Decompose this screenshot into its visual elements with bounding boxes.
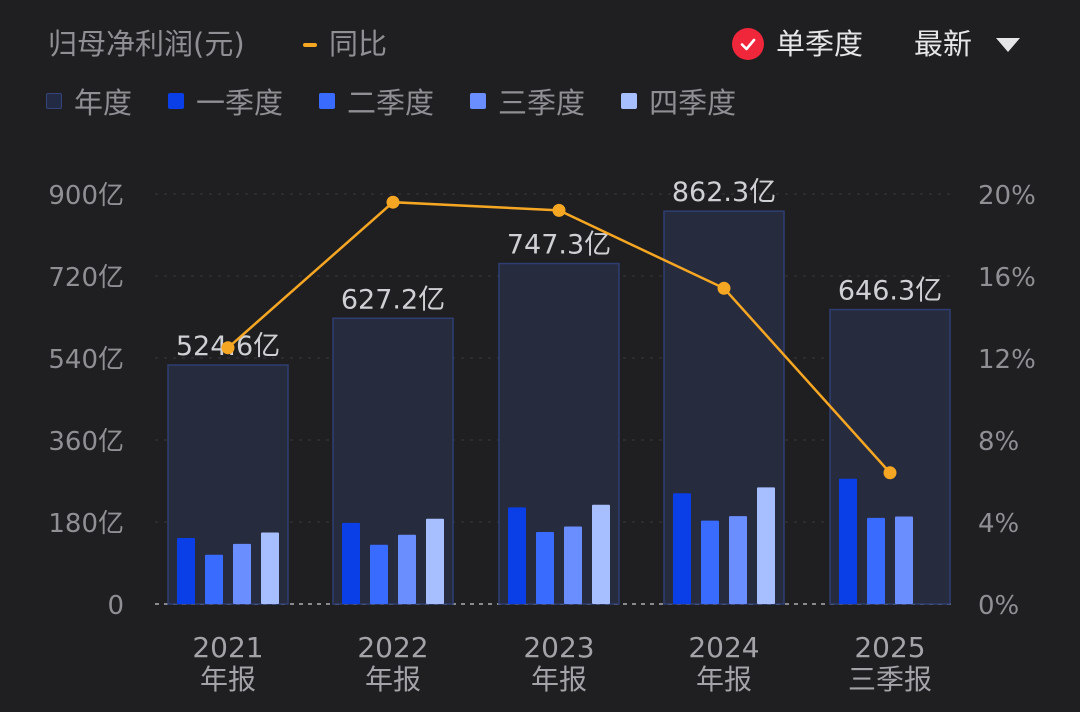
y-tick-right: 12% xyxy=(978,345,1036,375)
quarter-bar xyxy=(398,534,416,604)
annual-value-label: 747.3亿 xyxy=(507,230,611,261)
legend-item-q3[interactable]: 三季度 xyxy=(470,80,585,122)
legend-swatch-q2 xyxy=(319,93,336,109)
legend-item-q2[interactable]: 二季度 xyxy=(319,80,434,122)
y-tick-left: 540亿 xyxy=(48,345,124,375)
chart-title: 归母净利润(元) xyxy=(48,27,245,61)
y-tick-right: 8% xyxy=(978,427,1019,457)
annual-value-label: 627.2亿 xyxy=(341,284,445,315)
yoy-point xyxy=(386,195,400,209)
yoy-line-icon xyxy=(303,42,317,47)
y-tick-right: 20% xyxy=(978,181,1036,211)
yoy-legend[interactable]: 同比 xyxy=(303,30,387,59)
legend-label-q4: 四季度 xyxy=(649,86,737,120)
quarter-bar xyxy=(233,543,251,604)
yoy-point xyxy=(552,203,566,217)
yoy-legend-label: 同比 xyxy=(329,27,388,61)
quarter-bar xyxy=(757,487,775,604)
single-quarter-toggle[interactable]: 单季度 xyxy=(732,28,863,60)
quarter-bar xyxy=(729,516,747,604)
legend-item-q1[interactable]: 一季度 xyxy=(168,80,283,122)
quarter-bar xyxy=(370,544,388,604)
y-tick-right: 16% xyxy=(978,263,1036,293)
legend-label-q3: 三季度 xyxy=(498,86,586,120)
sort-label: 最新 xyxy=(914,27,973,61)
legend-label-annual: 年度 xyxy=(74,86,133,120)
series-legend: 年度 一季度 二季度 三季度 四季度 xyxy=(46,80,772,122)
quarter-bar xyxy=(564,526,582,604)
quarter-bar xyxy=(426,518,444,604)
x-tick-period: 三季报 xyxy=(848,663,932,696)
chevron-down-icon xyxy=(996,37,1021,52)
yoy-point xyxy=(883,466,897,480)
sort-dropdown[interactable]: 最新 xyxy=(914,27,1021,61)
x-tick-year: 2024 xyxy=(688,631,759,664)
x-tick-year: 2023 xyxy=(523,631,594,664)
y-tick-left: 720亿 xyxy=(48,263,124,293)
y-tick-left: 900亿 xyxy=(48,181,124,211)
y-tick-left: 0 xyxy=(107,591,124,621)
quarter-bar xyxy=(342,522,360,604)
legend-swatch-q1 xyxy=(168,93,185,109)
annual-value-label: 646.3亿 xyxy=(838,276,942,307)
x-tick-year: 2022 xyxy=(357,631,428,664)
legend-item-q4[interactable]: 四季度 xyxy=(621,80,736,122)
annual-value-label: 862.3亿 xyxy=(672,177,776,208)
quarter-bar xyxy=(701,520,719,604)
quarter-bar xyxy=(592,504,610,604)
single-quarter-label: 单季度 xyxy=(776,26,864,61)
quarter-bar xyxy=(673,493,691,604)
x-tick-period: 年报 xyxy=(365,663,421,696)
legend-item-annual[interactable]: 年度 xyxy=(46,80,132,122)
x-tick-period: 年报 xyxy=(696,663,752,696)
legend-swatch-q3 xyxy=(470,93,487,109)
check-icon xyxy=(732,28,764,60)
legend-label-q2: 二季度 xyxy=(347,86,435,120)
y-tick-left: 360亿 xyxy=(48,427,124,457)
x-tick-year: 2021 xyxy=(192,631,263,664)
x-tick-year: 2025 xyxy=(854,631,925,664)
legend-swatch-annual xyxy=(46,93,62,109)
yoy-point xyxy=(221,341,235,355)
y-tick-right: 0% xyxy=(978,591,1019,621)
quarter-bar xyxy=(261,532,279,604)
legend-swatch-q4 xyxy=(621,93,638,109)
quarter-bar xyxy=(508,507,526,604)
quarter-bar xyxy=(839,478,857,604)
quarter-bar xyxy=(205,554,223,604)
x-tick-period: 年报 xyxy=(200,663,256,696)
x-tick-period: 年报 xyxy=(531,663,587,696)
y-tick-right: 4% xyxy=(978,509,1019,539)
yoy-point xyxy=(717,281,731,295)
quarter-bar xyxy=(895,516,913,604)
y-tick-left: 180亿 xyxy=(48,509,124,539)
quarter-bar xyxy=(867,517,885,604)
quarter-bar xyxy=(177,537,195,604)
quarter-bar xyxy=(536,532,554,604)
legend-label-q1: 一季度 xyxy=(196,86,284,120)
